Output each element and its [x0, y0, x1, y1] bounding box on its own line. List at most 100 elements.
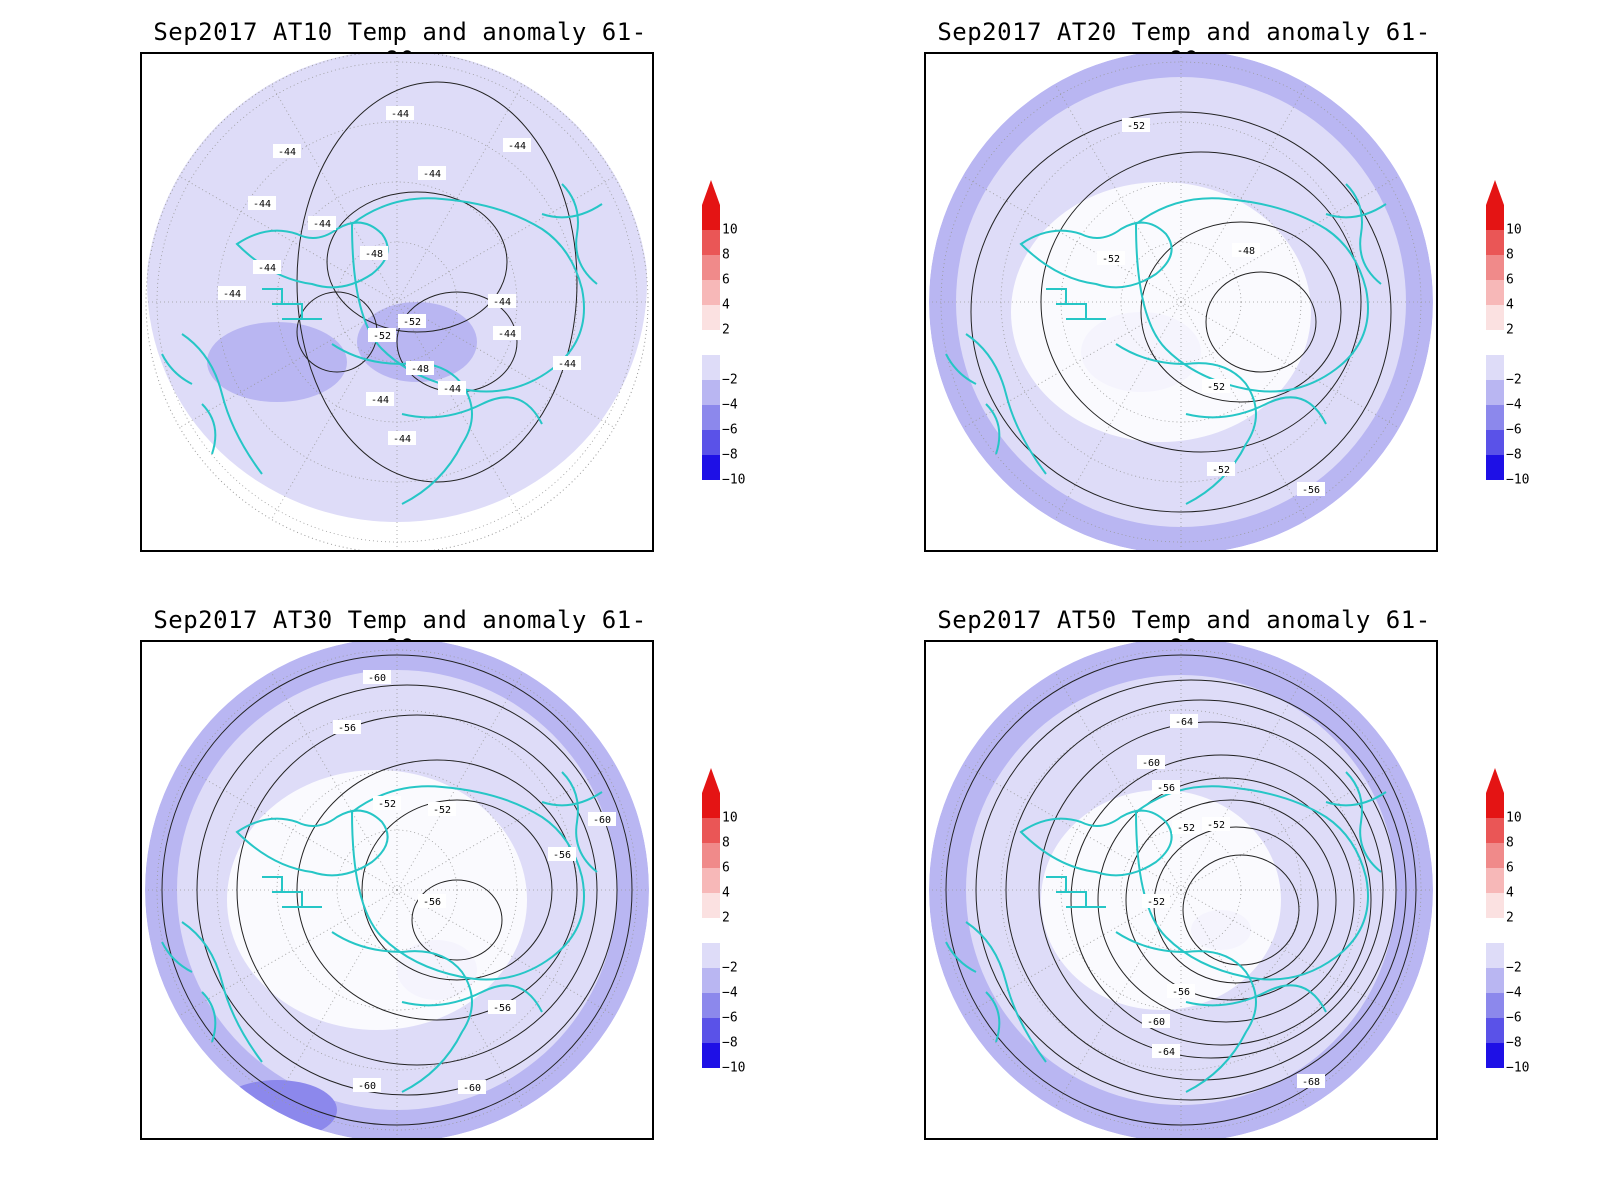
- coastline: [262, 288, 322, 320]
- colorbar-segment: [1486, 1018, 1504, 1043]
- contour-label-bg: [1097, 251, 1125, 265]
- coastline: [541, 183, 603, 285]
- anomaly-colorbar: 10 8 6 4 2 −2 −4 −6 −8 −10: [700, 180, 780, 488]
- colorbar-tick-label: 10: [1506, 810, 1522, 826]
- contour-label-bg: [588, 812, 616, 826]
- coastline: [945, 921, 1047, 1063]
- colorbar-segment: [1486, 893, 1504, 918]
- colorbar-arrow-up: [1486, 180, 1504, 205]
- contour-label: -60: [358, 1081, 376, 1092]
- temperature-contour: [1038, 721, 1384, 1059]
- contour-label-bg: [503, 138, 531, 152]
- map-panel-at50: Sep2017 AT50 Temp and anomaly 61-90 -64-…: [924, 606, 1584, 1166]
- coastline: [235, 221, 389, 289]
- colorbar-arrow-down: [1486, 1043, 1504, 1068]
- colorbar-tick-label: −10: [1506, 1060, 1530, 1076]
- contour-label-bg: [353, 1078, 381, 1092]
- contour-label-bg: [493, 326, 521, 340]
- colorbar-segment: [702, 943, 720, 968]
- colorbar-segment: [702, 355, 720, 380]
- colorbar-segment: [702, 893, 720, 918]
- coastline: [262, 876, 322, 908]
- contour-label: -64: [1157, 1047, 1175, 1058]
- colorbar-segment: [1486, 993, 1504, 1018]
- contour-label: -60: [1147, 1017, 1165, 1028]
- colorbar-tick-label: 4: [1506, 297, 1514, 313]
- colorbar-segment: [702, 205, 720, 230]
- contour-label: -60: [593, 815, 611, 826]
- colorbar-tick-label: 6: [722, 272, 730, 288]
- colorbar-segment: [1486, 405, 1504, 430]
- contour-label-bg: [368, 328, 396, 342]
- contour-label: -60: [463, 1083, 481, 1094]
- contour-label: -44: [443, 384, 461, 395]
- contour-label: -56: [553, 850, 571, 861]
- colorbar-tick-label: −8: [722, 1035, 738, 1051]
- colorbar-segment: [1486, 943, 1504, 968]
- colorbar-segment: [702, 230, 720, 255]
- colorbar-tick-label: 4: [722, 297, 730, 313]
- polar-stereographic-plot: -60 -56 -52 -52 -60 -56 -56 -56 -60 -60: [145, 642, 649, 1138]
- colorbar-tick-label: 6: [722, 860, 730, 876]
- coastline: [1046, 288, 1106, 320]
- temperature-contour: [1205, 271, 1317, 373]
- colorbar-arrow-down: [702, 455, 720, 480]
- polar-map-at10: -44 -44 -44 -44 -44 -44 -48 -52 -52 -48 -44 -44 -44 -…: [140, 52, 654, 552]
- coastline: [1019, 809, 1173, 877]
- coastline: [1046, 876, 1106, 908]
- colorbar-tick-label: 2: [1506, 910, 1514, 926]
- contour-label-bg: [1137, 755, 1165, 769]
- contour-label: -44: [253, 199, 271, 210]
- colorbar-tick-label: 8: [1506, 835, 1514, 851]
- colorbar-segment: [1486, 330, 1504, 355]
- contour-label: -56: [493, 1003, 511, 1014]
- colorbar-ramp: [1486, 768, 1504, 1068]
- temperature-contour: [1040, 151, 1362, 453]
- contour-label: -52: [1127, 121, 1145, 132]
- anomaly-colorbar: 10 8 6 4 2 −2 −4 −6 −8 −10: [1484, 180, 1564, 488]
- contour-label: -44: [498, 329, 516, 340]
- contour-label: -44: [558, 359, 576, 370]
- contour-label-bg: [1152, 780, 1180, 794]
- temperature-contour: [945, 654, 1417, 1126]
- colorbar-tick-label: −6: [722, 1010, 738, 1026]
- polar-map-at50: -64 -60 -56 -52 -52 -52 -56 -60 -64 -68: [924, 640, 1438, 1140]
- contour-label: -44: [493, 297, 511, 308]
- coastline: [161, 333, 263, 475]
- colorbar-tick-label: 10: [722, 222, 738, 238]
- anomaly-shading: [357, 302, 477, 382]
- colorbar-tick-label: −10: [722, 472, 746, 488]
- contour-label: -68: [1302, 1077, 1320, 1088]
- contour-label: -56: [1172, 987, 1190, 998]
- contour-label: -52: [1102, 254, 1120, 265]
- contour-label: -56: [1157, 783, 1175, 794]
- colorbar-tick-label: −2: [1506, 960, 1522, 976]
- temperature-contour: [970, 111, 1392, 513]
- colorbar-segment: [702, 868, 720, 893]
- contour-label-bg: [1170, 714, 1198, 728]
- colorbar-ramp: [702, 768, 720, 1068]
- colorbar-tick-label: −8: [722, 447, 738, 463]
- colorbar-segment: [702, 1018, 720, 1043]
- colorbar-segment: [1486, 380, 1504, 405]
- colorbar-tick-label: −10: [1506, 472, 1530, 488]
- temperature-contour: [361, 799, 553, 981]
- colorbar-tick-label: 10: [722, 810, 738, 826]
- colorbar-tick-label: −4: [722, 397, 738, 413]
- polar-stereographic-plot: -52 -52 -48 -52 -52 -56: [929, 54, 1433, 550]
- coastline: [945, 333, 1047, 475]
- colorbar-arrow-down: [702, 1043, 720, 1068]
- contour-label-bg: [373, 796, 401, 810]
- contour-label-bg: [418, 166, 446, 180]
- colorbar-tick-label: 6: [1506, 860, 1514, 876]
- contour-label-bg: [1167, 984, 1195, 998]
- contour-label: -44: [508, 141, 526, 152]
- anomaly-colorbar: 10 8 6 4 2 −2 −4 −6 −8 −10: [700, 768, 780, 1076]
- colorbar-segment: [702, 305, 720, 330]
- coastline: [1134, 197, 1369, 393]
- temperature-contour: [1097, 777, 1355, 1023]
- temperature-contour: [161, 654, 633, 1126]
- colorbar-tick-label: −2: [722, 372, 738, 388]
- contour-label-bg: [386, 106, 414, 120]
- colorbar-segment: [1486, 793, 1504, 818]
